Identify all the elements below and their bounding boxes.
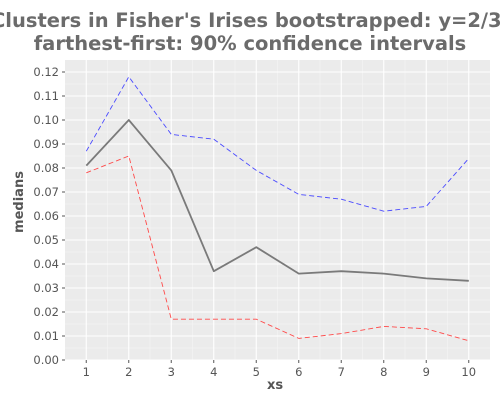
y-tick-label: 0.08 (33, 161, 59, 175)
x-tick-label: 8 (380, 365, 387, 379)
x-tick-label: 7 (338, 365, 345, 379)
series-line-lower (86, 155, 469, 342)
x-tick-label: 5 (253, 365, 260, 379)
y-tick-label: 0.02 (33, 305, 59, 319)
x-axis-label: xs (267, 378, 283, 393)
y-axis-label: medians (12, 171, 27, 233)
x-tick-label: 1 (83, 365, 90, 379)
y-tick-label: 0.11 (33, 89, 59, 103)
y-tick-label: 0.06 (33, 209, 59, 223)
major-gridlines (65, 60, 490, 361)
x-axis-ticks: 1 2 3 4 5 6 7 8 9 10 (83, 360, 476, 379)
y-tick-label: 0.09 (33, 137, 59, 151)
x-tick-label: 4 (210, 365, 217, 379)
minor-gridlines (65, 60, 490, 360)
x-tick-label: 6 (295, 365, 302, 379)
x-tick-label: 10 (461, 365, 476, 379)
chart-title-line-2: farthest-first: 90% confidence intervals (34, 32, 467, 55)
y-tick-label: 0.01 (33, 329, 59, 343)
series-line-upper (85, 76, 470, 212)
y-tick-label: 0.05 (33, 233, 59, 247)
x-tick-label: 3 (168, 365, 175, 379)
y-tick-label: 0.07 (33, 185, 59, 199)
y-tick-label: 0.10 (33, 113, 59, 127)
y-tick-label: 0.00 (33, 353, 59, 367)
x-tick-label: 2 (125, 365, 132, 379)
series-line-median (85, 119, 469, 282)
y-tick-label: 0.12 (33, 65, 59, 79)
series-layer (85, 76, 470, 342)
y-axis-ticks: 0.00 0.01 0.02 0.03 0.04 0.05 0.06 0.07 0.08 0.09… (33, 65, 65, 367)
x-tick-label: 9 (423, 365, 430, 379)
y-tick-label: 0.03 (33, 281, 59, 295)
y-tick-label: 0.04 (33, 257, 59, 271)
chart-title-line-1: Clusters in Fisher's Irises bootstrapped… (0, 9, 500, 32)
